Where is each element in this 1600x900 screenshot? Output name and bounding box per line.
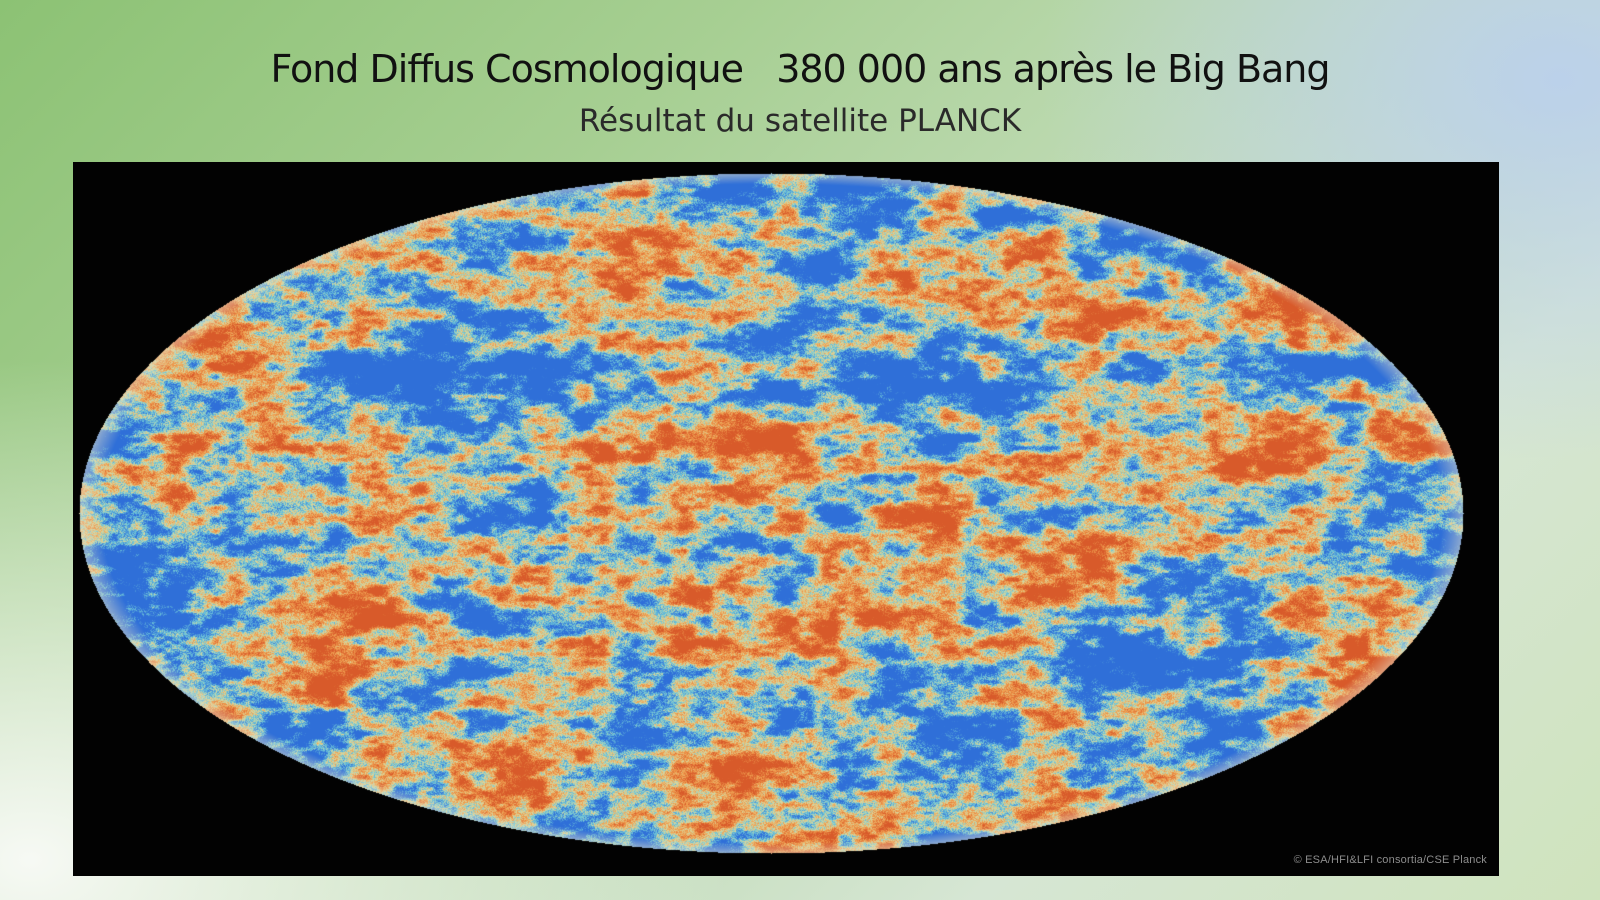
- image-credit: © ESA/HFI&LFI consortia/CSE Planck: [1293, 854, 1487, 866]
- cmb-image-frame: © ESA/HFI&LFI consortia/CSE Planck: [73, 162, 1499, 876]
- slide-header: Fond Diffus Cosmologique 380 000 ans apr…: [0, 40, 1600, 144]
- cmb-sky-map-image: [73, 162, 1499, 876]
- slide-title: Fond Diffus Cosmologique 380 000 ans apr…: [270, 47, 1330, 91]
- slide-subtitle: Résultat du satellite PLANCK: [578, 103, 1022, 139]
